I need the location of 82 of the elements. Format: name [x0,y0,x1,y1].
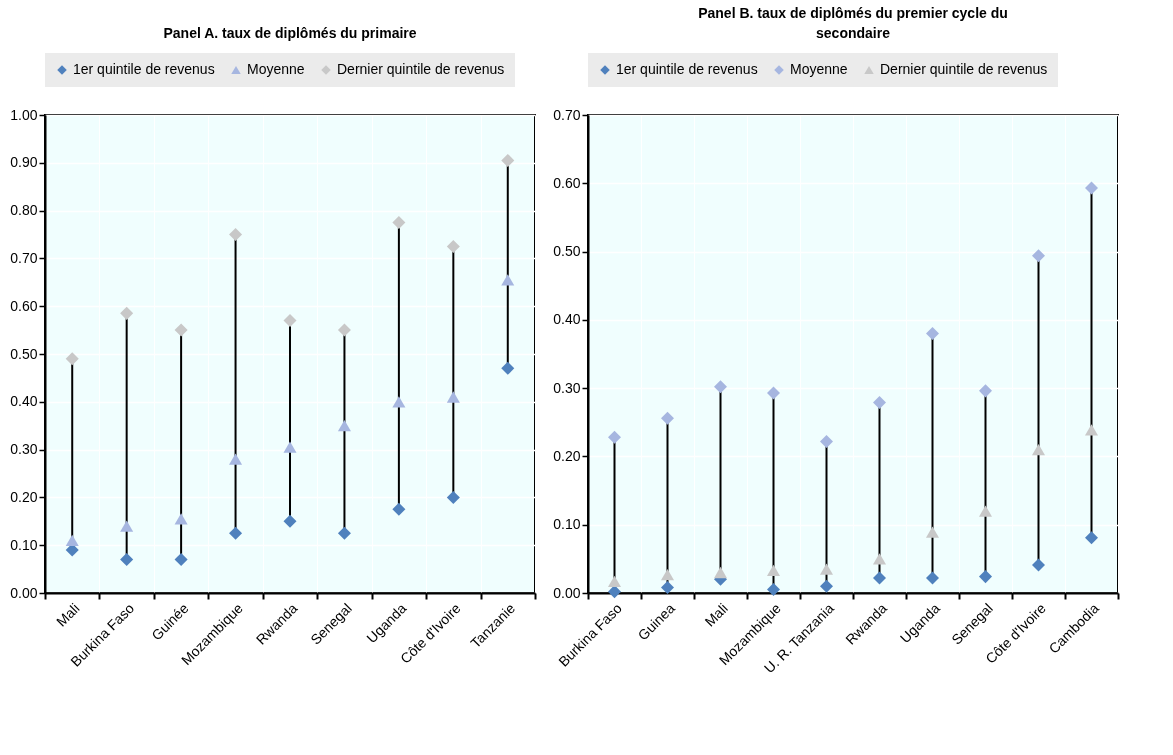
point [174,553,188,567]
chart-title: Panel B. taux de diplômés du premier cycle du secondaire [698,5,1008,41]
y-tick-label: 0.10 [10,536,38,553]
point [392,216,406,230]
point [337,323,351,337]
point [337,526,351,540]
legend-label: Moyenne [247,61,305,77]
y-tick-label: 0.40 [553,311,581,328]
y-tick-label: 0.30 [553,379,581,396]
point [766,386,781,400]
point [1031,558,1046,572]
point [607,575,622,588]
point [872,395,887,409]
point [660,568,675,581]
point [713,380,728,394]
point [229,453,243,465]
y-tick-label: 1.00 [10,106,38,123]
legend-label: Moyenne [790,61,848,77]
y-tick-label: 0.20 [10,488,38,505]
point [978,384,993,398]
point [978,570,993,584]
point [229,227,243,242]
point [174,513,188,525]
y-tick-label: 0.60 [10,297,38,314]
point [607,585,622,599]
point [872,571,887,585]
point [1031,249,1046,263]
point [1031,443,1046,456]
y-tick-label: 0.20 [553,447,581,464]
point [174,323,188,337]
point [446,239,460,253]
point [501,153,515,167]
point [446,490,460,504]
point [120,520,134,532]
point [978,505,993,517]
point [392,502,406,516]
y-tick-label: 0.80 [10,202,38,219]
y-tick-label: 0.30 [10,441,38,458]
point [607,430,622,444]
point [501,274,515,286]
point [1084,181,1099,195]
point [283,441,297,453]
point [283,314,297,328]
point [766,583,781,597]
point [501,361,515,375]
point [1084,424,1099,436]
y-tick-label: 0.00 [553,584,581,601]
point [446,391,460,403]
y-tick-label: 0.00 [10,584,38,601]
point [819,579,834,593]
point [766,564,781,577]
point [337,420,351,432]
y-tick-label: 0.50 [553,243,581,260]
point [65,534,79,547]
legend-label: 1er quintile de revenus [73,61,215,77]
y-tick-label: 0.60 [553,174,581,191]
point [660,581,675,595]
point [819,563,834,575]
point [872,553,887,565]
y-tick-label: 0.90 [10,154,38,171]
y-tick-label: 0.70 [553,106,581,123]
legend-label: 1er quintile de revenus [616,61,758,77]
point [283,514,297,528]
point [925,526,940,538]
point [713,566,728,579]
legend-label: Dernier quintile de revenus [337,61,505,77]
point [392,396,406,408]
y-tick-label: 0.40 [10,393,38,410]
point [925,571,940,585]
point [819,434,834,448]
point [1084,531,1099,545]
point [229,526,243,540]
point [660,411,675,425]
y-tick-label: 0.10 [553,516,581,533]
point [120,553,134,567]
y-tick-label: 0.50 [10,345,38,362]
point [925,327,940,341]
y-tick-label: 0.70 [10,249,38,266]
chart-title: Panel A. taux de diplômés du primaire [163,25,417,41]
point [120,306,134,320]
point [65,352,79,366]
legend-label: Dernier quintile de revenus [880,61,1048,77]
